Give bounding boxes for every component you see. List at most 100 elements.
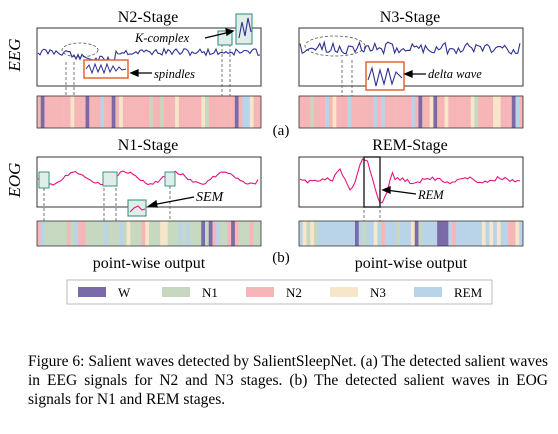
- output-stripe: [321, 221, 326, 246]
- output-stripe: [515, 96, 520, 128]
- output-stripe: [107, 96, 112, 128]
- output-stripe: [141, 96, 146, 128]
- output-stripe: [496, 221, 501, 246]
- output-stripe: [440, 221, 445, 246]
- output-stripe: [455, 96, 460, 128]
- output-stripe: [511, 221, 516, 246]
- n1-signal-frame: [36, 156, 262, 208]
- output-stripe: [175, 221, 180, 246]
- output-stripe: [444, 96, 449, 128]
- output-stripe: [238, 96, 243, 128]
- output-stripe: [160, 221, 165, 246]
- output-stripe: [134, 221, 139, 246]
- output-stripe: [227, 96, 232, 128]
- sem-label: SEM: [196, 190, 225, 205]
- output-stripe: [74, 221, 79, 246]
- output-stripe: [223, 96, 228, 128]
- output-stripe: [190, 96, 195, 128]
- output-stripe: [310, 96, 315, 128]
- output-stripe: [186, 96, 191, 128]
- output-stripe: [478, 221, 483, 246]
- output-stripe: [325, 221, 330, 246]
- output-stripe: [317, 221, 322, 246]
- output-stripe: [366, 96, 371, 128]
- output-stripe: [422, 96, 427, 128]
- output-stripe: [100, 221, 105, 246]
- output-stripe: [362, 96, 367, 128]
- output-stripe: [44, 221, 49, 246]
- output-stripe: [384, 96, 389, 128]
- output-stripe: [107, 221, 112, 246]
- delta-wave-label: delta wave: [428, 67, 482, 81]
- output-stripe: [115, 96, 120, 128]
- output-stripe: [111, 96, 116, 128]
- output-stripe: [167, 221, 172, 246]
- output-stripe: [141, 221, 146, 246]
- output-stripe: [100, 96, 105, 128]
- output-stripe: [66, 96, 71, 128]
- output-stripe: [429, 221, 434, 246]
- legend-swatch-n3: [330, 287, 358, 297]
- output-stripe: [425, 221, 430, 246]
- pointwise-output-right: point-wise output: [355, 255, 468, 272]
- output-stripe: [231, 96, 236, 128]
- output-stripe: [208, 221, 213, 246]
- output-stripe: [508, 221, 513, 246]
- output-stripe: [89, 221, 94, 246]
- output-stripe: [111, 221, 116, 246]
- output-stripe: [422, 221, 427, 246]
- output-stripe: [59, 96, 64, 128]
- output-stripe: [321, 96, 326, 128]
- output-stripe: [433, 221, 438, 246]
- output-stripe: [126, 221, 131, 246]
- output-stripe: [414, 96, 419, 128]
- output-stripe: [336, 96, 341, 128]
- output-stripe: [425, 96, 430, 128]
- output-stripe: [78, 221, 83, 246]
- output-stripe: [399, 221, 404, 246]
- output-stripe: [257, 221, 262, 246]
- output-stripe: [459, 221, 464, 246]
- output-stripe: [37, 96, 42, 128]
- output-stripe: [496, 96, 501, 128]
- output-stripe: [51, 96, 56, 128]
- output-stripe: [156, 221, 161, 246]
- output-stripe: [63, 221, 68, 246]
- eog-row-label: EOG: [5, 163, 24, 199]
- output-stripe: [163, 221, 168, 246]
- rem-label: REM: [417, 188, 444, 202]
- output-stripe: [167, 96, 172, 128]
- output-stripe: [340, 221, 345, 246]
- output-stripe: [355, 96, 360, 128]
- legend: W N1 N2 N3 REM: [78, 285, 483, 300]
- n1-middle-highlight: [102, 171, 118, 187]
- output-stripe: [302, 221, 307, 246]
- output-stripe: [407, 221, 412, 246]
- output-stripe: [396, 221, 401, 246]
- output-stripe: [197, 221, 202, 246]
- output-stripe: [489, 221, 494, 246]
- output-stripe: [392, 96, 397, 128]
- output-stripe: [302, 96, 307, 128]
- output-stripe: [519, 96, 524, 128]
- output-stripe: [40, 96, 45, 128]
- n1-title: N1-Stage: [118, 137, 178, 154]
- output-stripe: [437, 221, 442, 246]
- output-stripe: [48, 96, 53, 128]
- output-stripe: [253, 221, 258, 246]
- output-stripe: [411, 96, 416, 128]
- figure-caption: Figure 6: Salient waves detected by Sali…: [28, 353, 548, 408]
- output-stripe: [219, 221, 224, 246]
- output-stripe: [93, 96, 98, 128]
- output-stripe: [328, 96, 333, 128]
- output-stripe: [358, 96, 363, 128]
- output-stripe: [137, 96, 142, 128]
- output-stripe: [152, 96, 157, 128]
- output-stripe: [93, 221, 98, 246]
- output-stripe: [253, 96, 258, 128]
- output-stripe: [55, 221, 60, 246]
- n3-signal-frame: [298, 27, 524, 87]
- output-stripe: [231, 221, 236, 246]
- output-stripe: [78, 96, 83, 128]
- rem-title: REM-Stage: [372, 137, 448, 154]
